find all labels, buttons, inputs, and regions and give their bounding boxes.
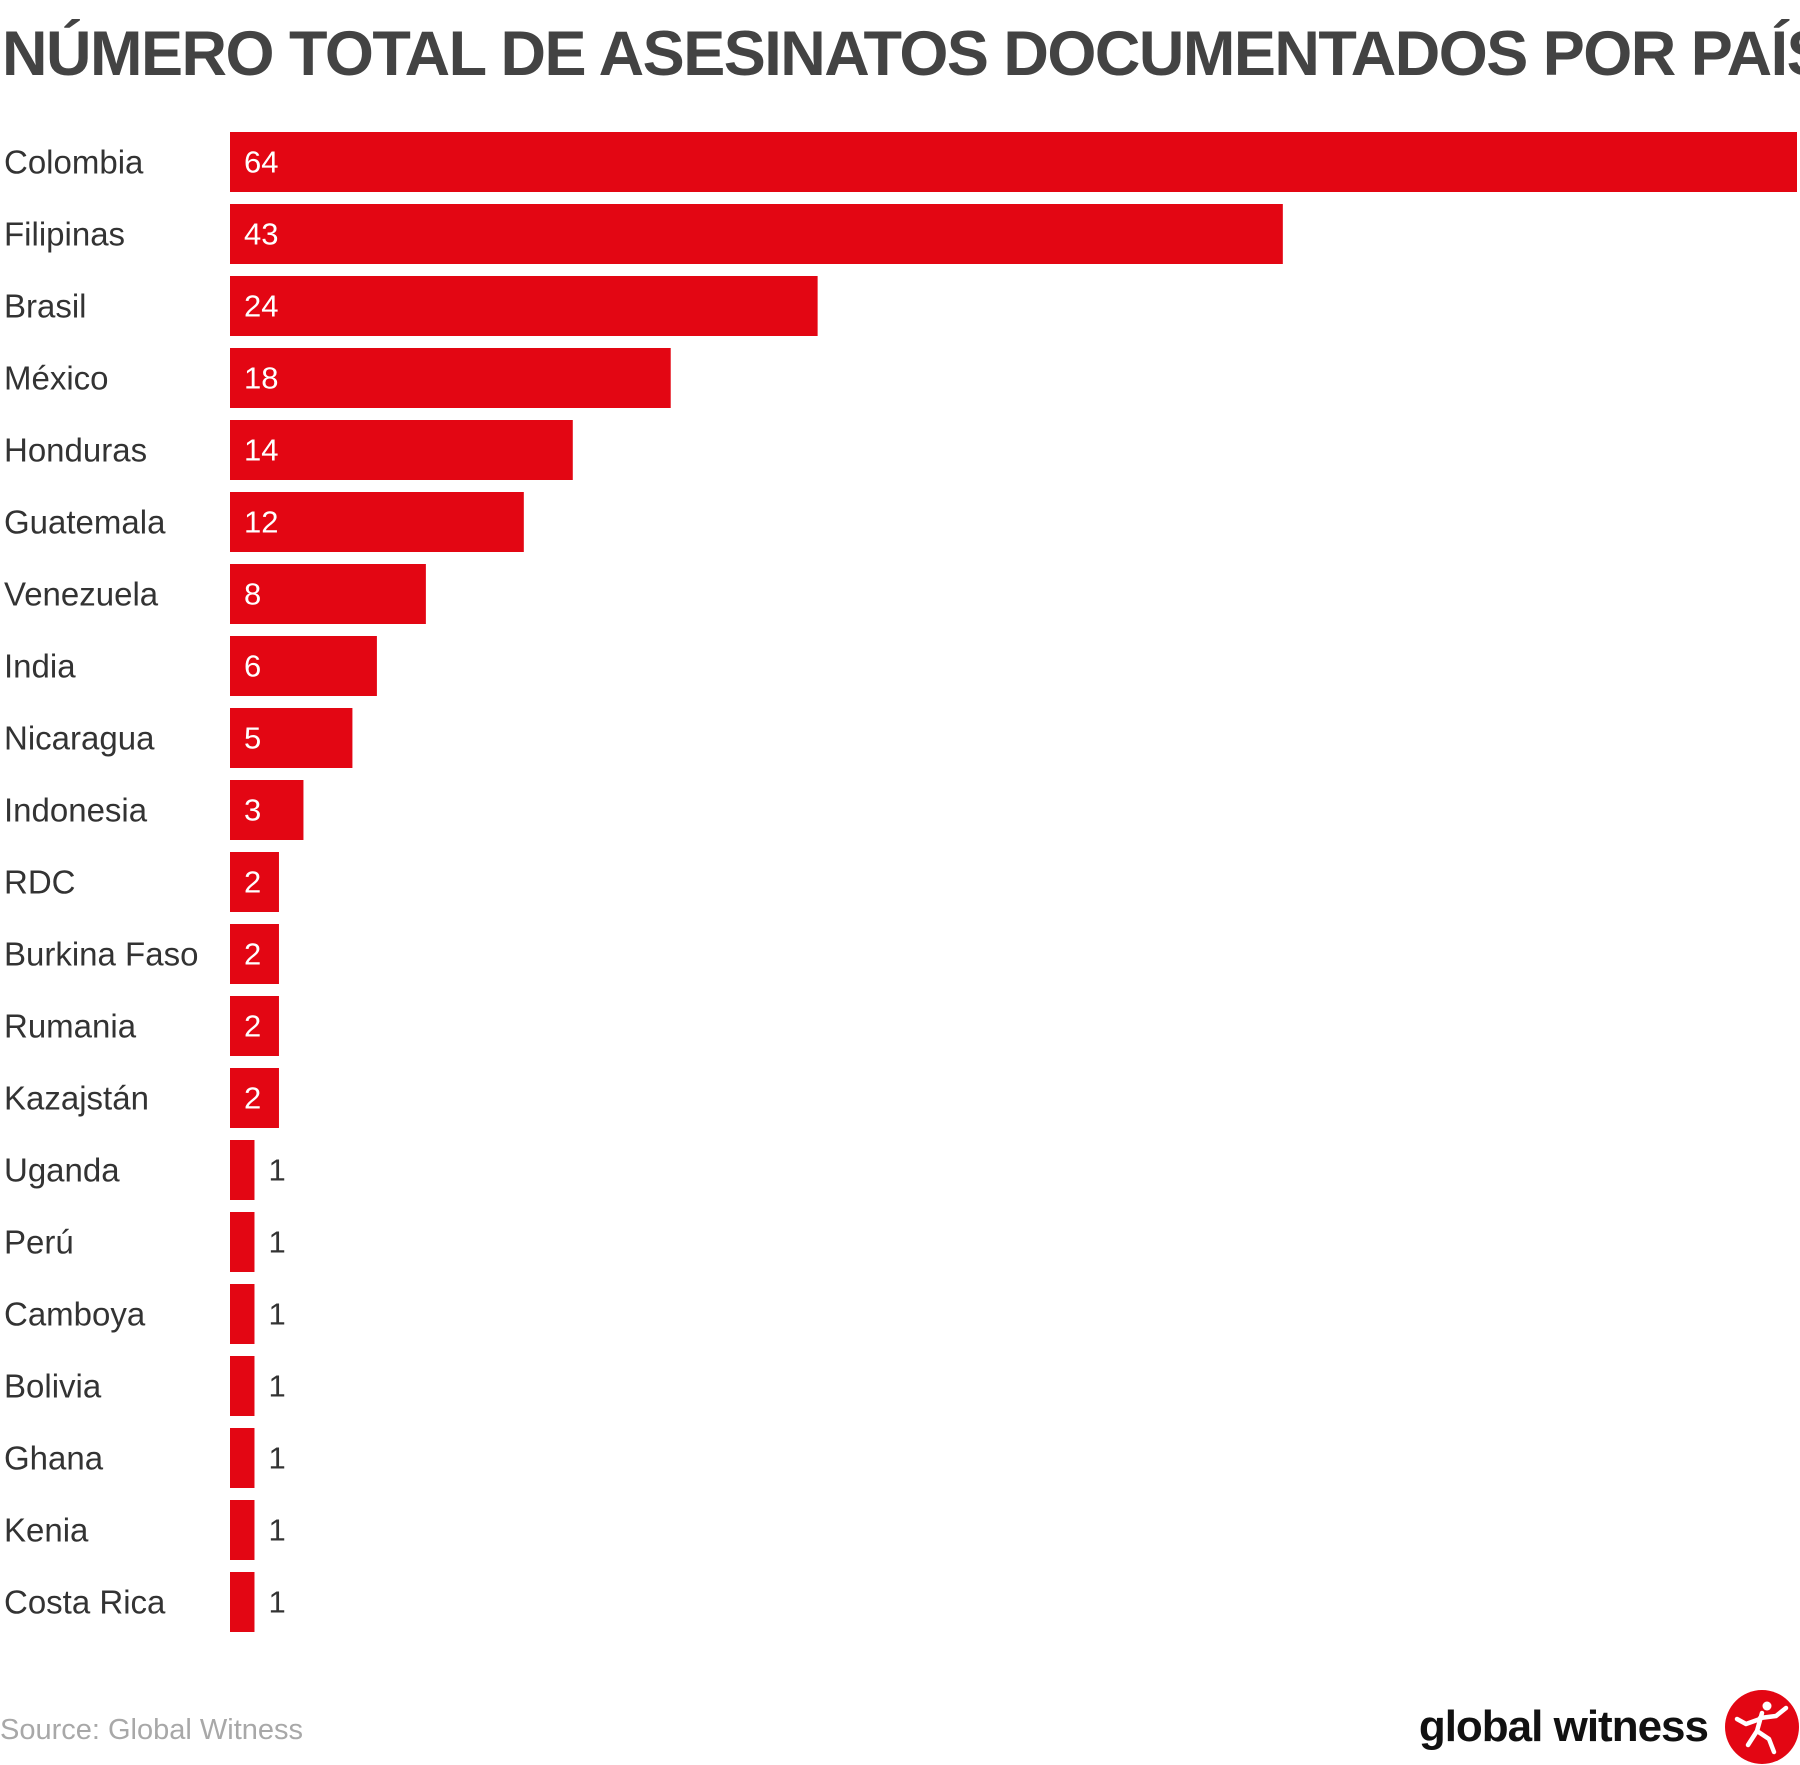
- bar-row: Indonesia 3: [4, 780, 304, 840]
- category-label: México: [4, 360, 109, 397]
- bar: [230, 420, 573, 480]
- bar: [230, 564, 426, 624]
- global-witness-logo-icon: [1725, 1689, 1799, 1764]
- bar: [230, 852, 279, 912]
- bar: [230, 1500, 255, 1560]
- bar-row: Filipinas 43: [4, 204, 1283, 264]
- bar-row: Colombia 64: [4, 132, 1797, 192]
- category-label: Colombia: [4, 144, 144, 181]
- bar: [230, 1140, 255, 1200]
- category-label: Nicaragua: [4, 720, 155, 757]
- bar-row: Nicaragua 5: [4, 708, 353, 768]
- data-label: 1: [268, 1225, 285, 1260]
- bar-row: India 6: [4, 636, 377, 696]
- data-label: 1: [268, 1297, 285, 1332]
- category-label: Ghana: [4, 1440, 104, 1477]
- category-label: Venezuela: [4, 576, 159, 613]
- bar-row: RDC 2: [4, 852, 279, 912]
- data-label: 6: [244, 649, 261, 684]
- bar: [230, 924, 279, 984]
- bar-row: Rumania 2: [4, 996, 279, 1056]
- data-label: 2: [244, 1009, 261, 1044]
- bar: [230, 348, 671, 408]
- bar: [230, 708, 353, 768]
- bar-row: Burkina Faso 2: [4, 924, 279, 984]
- bar: [230, 204, 1283, 264]
- bar: [230, 996, 279, 1056]
- category-label: Indonesia: [4, 792, 148, 829]
- category-label: Rumania: [4, 1008, 137, 1045]
- bar: [230, 1428, 255, 1488]
- data-label: 1: [268, 1585, 285, 1620]
- category-label: Honduras: [4, 432, 147, 469]
- category-label: Bolivia: [4, 1368, 102, 1405]
- data-label: 1: [268, 1441, 285, 1476]
- category-label: Camboya: [4, 1296, 146, 1333]
- data-label: 1: [268, 1153, 285, 1188]
- bar-row: Honduras 14: [4, 420, 573, 480]
- bar: [230, 1068, 279, 1128]
- bar: [230, 1284, 255, 1344]
- bar: [230, 276, 818, 336]
- data-label: 8: [244, 577, 261, 612]
- data-label: 18: [244, 361, 278, 396]
- data-label: 12: [244, 505, 278, 540]
- category-label: India: [4, 648, 76, 685]
- bar: [230, 1572, 255, 1632]
- data-label: 43: [244, 217, 278, 252]
- brand-footer: global witness: [1419, 1688, 1800, 1765]
- brand-name: global witness: [1418, 1701, 1709, 1751]
- bar: [230, 780, 304, 840]
- bar-row: Camboya 1: [4, 1284, 286, 1344]
- data-label: 2: [244, 937, 261, 972]
- bar-row: Venezuela 8: [4, 564, 426, 624]
- bar-row: México 18: [4, 348, 671, 408]
- bar: [230, 636, 377, 696]
- logo-disc: [1725, 1689, 1799, 1764]
- bar-row: Uganda 1: [4, 1140, 286, 1200]
- bar: [230, 132, 1797, 192]
- category-label: Filipinas: [4, 216, 125, 253]
- category-label: Perú: [4, 1224, 74, 1261]
- data-label: 2: [244, 1081, 261, 1116]
- bar-row: Kenia 1: [4, 1500, 286, 1560]
- bar-row: Kazajstán 2: [4, 1068, 279, 1128]
- bar: [230, 1212, 255, 1272]
- category-label: Kenia: [4, 1512, 89, 1549]
- data-label: 24: [244, 289, 278, 324]
- category-label: RDC: [4, 864, 76, 901]
- data-label: 14: [244, 433, 278, 468]
- category-label: Uganda: [4, 1152, 120, 1189]
- category-label: Burkina Faso: [4, 936, 198, 973]
- data-label: 1: [268, 1369, 285, 1404]
- chart-title: NÚMERO TOTAL DE ASESINATOS DOCUMENTADOS …: [2, 19, 1800, 89]
- bar-row: Costa Rica 1: [4, 1572, 286, 1632]
- bar: [230, 492, 524, 552]
- bar: [230, 1356, 255, 1416]
- data-label: 64: [244, 145, 278, 180]
- category-label: Guatemala: [4, 504, 166, 541]
- bar-row: Guatemala 12: [4, 492, 524, 552]
- bar-row: Brasil 24: [4, 276, 818, 336]
- category-label: Brasil: [4, 288, 87, 325]
- source-note: Source: Global Witness: [0, 1714, 304, 1746]
- category-label: Kazajstán: [4, 1080, 149, 1117]
- bar-row: Bolivia 1: [4, 1356, 286, 1416]
- category-label: Costa Rica: [4, 1584, 166, 1621]
- data-label: 3: [244, 793, 261, 828]
- data-label: 2: [244, 865, 261, 900]
- bar-row: Perú 1: [4, 1212, 286, 1272]
- bar-row: Ghana 1: [4, 1428, 286, 1488]
- data-label: 1: [268, 1513, 285, 1548]
- data-label: 5: [244, 721, 261, 756]
